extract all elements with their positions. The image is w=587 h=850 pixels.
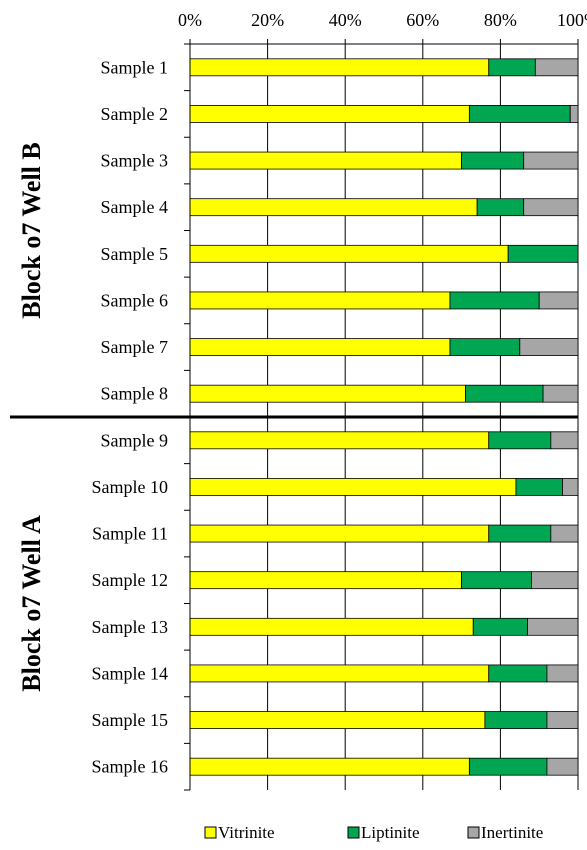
legend-swatch-inertinite	[467, 826, 480, 839]
bar-segment-inertinite	[546, 757, 579, 776]
legend-swatch-liptinite	[347, 826, 360, 839]
legend-label-liptinite: Liptinite	[361, 823, 420, 842]
bar-segment-inertinite	[546, 711, 579, 729]
bar-segment-vitrinite	[189, 198, 478, 217]
bar-segment-inertinite	[523, 151, 579, 170]
bar-segment-inertinite	[519, 338, 579, 356]
group-labels: Block o7 Well B Block o7 Well A	[17, 142, 46, 692]
bar-segment-vitrinite	[189, 151, 463, 170]
category-label: Sample 16	[92, 757, 169, 777]
legend-label-vitrinite: Vitrinite	[218, 823, 275, 842]
bar-segment-vitrinite	[189, 244, 509, 263]
bar-segment-inertinite	[531, 571, 579, 590]
bar-segment-vitrinite	[189, 478, 517, 496]
bar-segment-liptinite	[488, 524, 552, 543]
bar-segment-liptinite	[468, 105, 571, 123]
bar-segment-vitrinite	[189, 664, 490, 683]
category-label: Sample 3	[101, 151, 169, 171]
legend-label-inertinite: Inertinite	[481, 823, 543, 842]
category-label: Sample 6	[101, 290, 169, 310]
category-label: Sample 2	[101, 104, 169, 124]
bar-segment-inertinite	[534, 58, 579, 77]
x-tick-label: 100%	[557, 10, 587, 30]
bar-segment-vitrinite	[189, 571, 463, 590]
bar-segment-liptinite	[488, 664, 548, 683]
bar-segment-liptinite	[507, 244, 579, 263]
category-label: Sample 7	[101, 337, 169, 357]
legend: Vitrinite Liptinite Inertinite	[204, 823, 543, 842]
bars	[189, 58, 579, 776]
x-tick-label: 40%	[329, 10, 362, 30]
category-label: Sample 1	[101, 57, 169, 77]
bar-segment-liptinite	[484, 711, 548, 729]
bar-segment-vitrinite	[189, 617, 474, 636]
bar-segment-liptinite	[515, 478, 563, 496]
bar-segment-inertinite	[538, 291, 579, 310]
x-tick-labels: 0% 20% 40% 60% 80% 100%	[178, 10, 587, 30]
group-label: Block o7 Well B	[17, 142, 46, 319]
bar-segment-inertinite	[542, 384, 579, 403]
x-tick-label: 0%	[178, 10, 202, 30]
category-label: Sample 9	[101, 430, 169, 450]
bar-segment-vitrinite	[189, 757, 470, 776]
category-label: Sample 8	[101, 384, 169, 404]
category-labels: Sample 1 Sample 2 Sample 3 Sample 4 Sample 5…	[92, 57, 169, 776]
bar-segment-liptinite	[449, 291, 540, 310]
bar-segment-liptinite	[488, 431, 552, 450]
bar-segment-vitrinite	[189, 105, 470, 123]
axes	[10, 39, 579, 791]
bar-segment-liptinite	[465, 384, 544, 403]
category-label: Sample 13	[92, 617, 169, 637]
category-label: Sample 12	[92, 570, 169, 590]
bar-segment-liptinite	[461, 571, 532, 590]
bar-segment-vitrinite	[189, 291, 451, 310]
bar-segment-liptinite	[449, 338, 521, 356]
bar-segment-inertinite	[562, 478, 579, 496]
x-tick-label: 20%	[251, 10, 284, 30]
bar-segment-liptinite	[488, 58, 536, 77]
x-tick-label: 60%	[406, 10, 439, 30]
x-tick-label: 80%	[484, 10, 517, 30]
bar-segment-vitrinite	[189, 384, 466, 403]
bar-segment-liptinite	[461, 151, 525, 170]
bar-segment-liptinite	[468, 757, 548, 776]
bar-segment-vitrinite	[189, 711, 486, 729]
bar-segment-vitrinite	[189, 58, 490, 77]
bar-segment-inertinite	[546, 664, 579, 683]
category-label: Sample 10	[92, 477, 169, 497]
bar-segment-vitrinite	[189, 524, 490, 543]
bar-segment-inertinite	[527, 617, 579, 636]
bar-segment-liptinite	[472, 617, 528, 636]
category-label: Sample 4	[101, 197, 169, 217]
category-label: Sample 14	[92, 663, 169, 683]
bar-segment-liptinite	[476, 198, 525, 217]
group-label: Block o7 Well A	[17, 515, 46, 692]
bar-segment-inertinite	[569, 105, 579, 123]
category-label: Sample 15	[92, 710, 169, 730]
bar-segment-vitrinite	[189, 431, 490, 450]
legend-swatch-vitrinite	[204, 826, 217, 839]
category-label: Sample 11	[92, 524, 168, 544]
bar-segment-inertinite	[550, 431, 579, 450]
category-label: Sample 5	[101, 244, 169, 264]
bar-segment-inertinite	[550, 524, 579, 543]
bar-segment-vitrinite	[189, 338, 451, 356]
bar-segment-inertinite	[523, 198, 579, 217]
